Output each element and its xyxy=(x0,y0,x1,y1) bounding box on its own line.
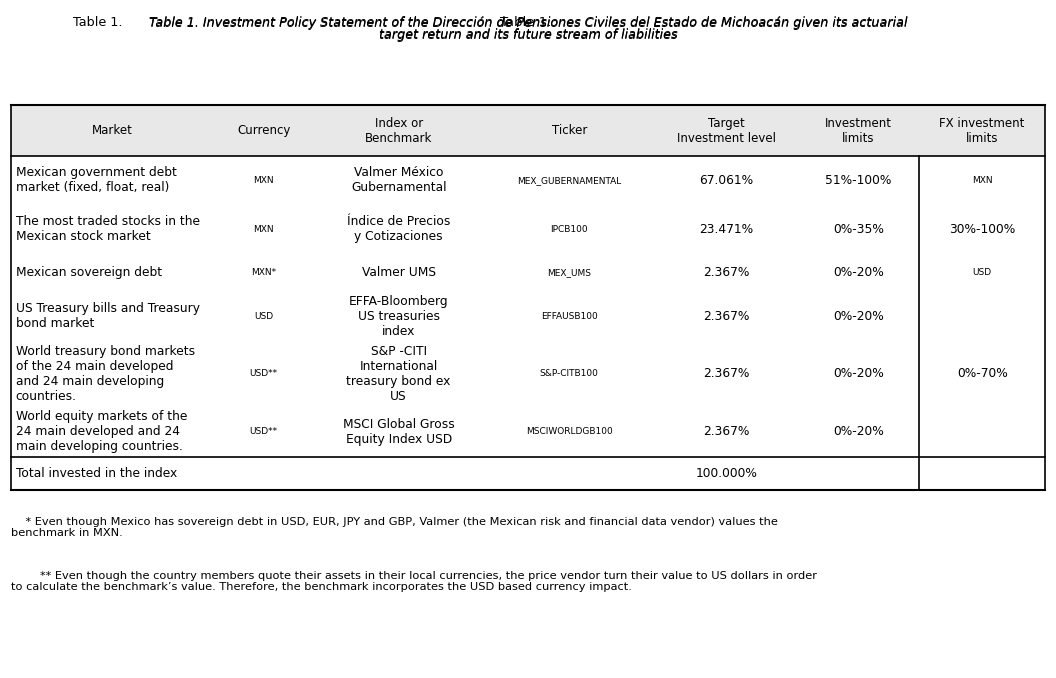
Text: 0%-20%: 0%-20% xyxy=(833,266,884,279)
Text: 67.061%: 67.061% xyxy=(699,174,753,187)
Text: 0%-70%: 0%-70% xyxy=(957,367,1007,380)
Text: The most traded stocks in the
Mexican stock market: The most traded stocks in the Mexican st… xyxy=(16,215,200,243)
Text: ** Even though the country members quote their assets in their local currencies,: ** Even though the country members quote… xyxy=(11,571,816,593)
Text: MXN: MXN xyxy=(253,224,275,234)
Text: 2.367%: 2.367% xyxy=(703,310,750,323)
Text: Table 1.: Table 1. xyxy=(73,16,122,29)
Text: Mexican sovereign debt: Mexican sovereign debt xyxy=(16,266,162,279)
Text: 0%-20%: 0%-20% xyxy=(833,367,884,380)
Text: Currency: Currency xyxy=(238,124,290,137)
Text: 2.367%: 2.367% xyxy=(703,425,750,438)
Text: Valmer México
Gubernamental: Valmer México Gubernamental xyxy=(351,166,447,195)
Text: 51%-100%: 51%-100% xyxy=(825,174,891,187)
Text: Market: Market xyxy=(92,124,133,137)
Text: Ticker: Ticker xyxy=(551,124,587,137)
Text: MEX_GUBERNAMENTAL: MEX_GUBERNAMENTAL xyxy=(517,176,621,185)
Text: target return and its future stream of liabilities: target return and its future stream of l… xyxy=(379,28,677,41)
Text: 30%-100%: 30%-100% xyxy=(949,222,1015,236)
Text: US Treasury bills and Treasury
bond market: US Treasury bills and Treasury bond mark… xyxy=(16,302,200,330)
Text: 0%-35%: 0%-35% xyxy=(833,222,884,236)
Text: 23.471%: 23.471% xyxy=(699,222,753,236)
Text: USD: USD xyxy=(973,268,992,277)
Text: Table 1. Investment Policy Statement of the Dirección de Pensiones Civiles del E: Table 1. Investment Policy Statement of … xyxy=(149,16,907,30)
Text: 100.000%: 100.000% xyxy=(695,466,757,480)
Text: 2.367%: 2.367% xyxy=(703,367,750,380)
Text: MXN: MXN xyxy=(972,176,993,185)
Text: Total invested in the index: Total invested in the index xyxy=(16,466,177,480)
Text: * Even though Mexico has sovereign debt in USD, EUR, JPY and GBP, Valmer (the Me: * Even though Mexico has sovereign debt … xyxy=(11,517,777,538)
Text: MSCIWORLDGB100: MSCIWORLDGB100 xyxy=(526,427,612,436)
Text: 0%-20%: 0%-20% xyxy=(833,425,884,438)
Text: USD: USD xyxy=(254,312,274,321)
Text: 0%-20%: 0%-20% xyxy=(833,310,884,323)
Text: Target
Investment level: Target Investment level xyxy=(677,117,776,144)
Text: Investment
limits: Investment limits xyxy=(825,117,891,144)
Text: Índice de Precios
y Cotizaciones: Índice de Precios y Cotizaciones xyxy=(347,215,450,243)
Text: Valmer UMS: Valmer UMS xyxy=(361,266,436,279)
Text: USD**: USD** xyxy=(249,427,278,436)
Text: World treasury bond markets
of the 24 main developed
and 24 main developing
coun: World treasury bond markets of the 24 ma… xyxy=(16,345,195,403)
Text: S&P-CITB100: S&P-CITB100 xyxy=(540,370,599,378)
Text: Index or
Benchmark: Index or Benchmark xyxy=(365,117,432,144)
Text: Table 1.: Table 1. xyxy=(501,16,555,29)
Text: World equity markets of the
24 main developed and 24
main developing countries.: World equity markets of the 24 main deve… xyxy=(16,410,187,453)
Text: MEX_UMS: MEX_UMS xyxy=(547,268,591,277)
Text: Mexican government debt
market (fixed, float, real): Mexican government debt market (fixed, f… xyxy=(16,166,176,195)
Text: MXN*: MXN* xyxy=(251,268,277,277)
Text: EFFAUSB100: EFFAUSB100 xyxy=(541,312,598,321)
Text: target return and its future stream of liabilities: target return and its future stream of l… xyxy=(379,28,677,42)
Bar xyxy=(11,105,1045,156)
Text: S&P -CITI
International
treasury bond ex
US: S&P -CITI International treasury bond ex… xyxy=(346,345,451,403)
Text: MSCI Global Gross
Equity Index USD: MSCI Global Gross Equity Index USD xyxy=(343,418,454,445)
Text: IPCB100: IPCB100 xyxy=(550,224,588,234)
Text: USD**: USD** xyxy=(249,370,278,378)
Text: MXN: MXN xyxy=(253,176,275,185)
Text: EFFA-Bloomberg
US treasuries
index: EFFA-Bloomberg US treasuries index xyxy=(348,295,449,338)
Text: FX investment
limits: FX investment limits xyxy=(940,117,1024,144)
Text: Table 1. Investment Policy Statement of the Dirección de Pensiones Civiles del E: Table 1. Investment Policy Statement of … xyxy=(149,16,907,29)
Text: 2.367%: 2.367% xyxy=(703,266,750,279)
